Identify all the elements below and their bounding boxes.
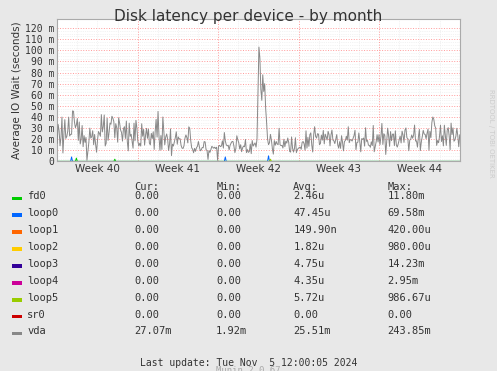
Text: 25.51m: 25.51m bbox=[293, 326, 331, 336]
Text: vda: vda bbox=[27, 326, 46, 336]
Text: 1.92m: 1.92m bbox=[216, 326, 248, 336]
Text: 4.35u: 4.35u bbox=[293, 276, 325, 286]
Text: 0.00: 0.00 bbox=[216, 208, 241, 218]
Text: 0.00: 0.00 bbox=[134, 293, 159, 303]
Text: loop3: loop3 bbox=[27, 259, 59, 269]
Text: 0.00: 0.00 bbox=[134, 225, 159, 235]
Text: 0.00: 0.00 bbox=[134, 309, 159, 319]
Y-axis label: Average IO Wait (seconds): Average IO Wait (seconds) bbox=[12, 22, 22, 159]
Text: Cur:: Cur: bbox=[134, 181, 159, 191]
Text: fd0: fd0 bbox=[27, 191, 46, 201]
Text: 980.00u: 980.00u bbox=[388, 242, 431, 252]
Text: 5.72u: 5.72u bbox=[293, 293, 325, 303]
Text: Disk latency per device - by month: Disk latency per device - by month bbox=[114, 9, 383, 24]
Text: 47.45u: 47.45u bbox=[293, 208, 331, 218]
Text: 69.58m: 69.58m bbox=[388, 208, 425, 218]
Text: 27.07m: 27.07m bbox=[134, 326, 171, 336]
Text: 0.00: 0.00 bbox=[216, 242, 241, 252]
Text: 0.00: 0.00 bbox=[216, 276, 241, 286]
Text: sr0: sr0 bbox=[27, 309, 46, 319]
Text: 0.00: 0.00 bbox=[134, 259, 159, 269]
Text: loop4: loop4 bbox=[27, 276, 59, 286]
Text: 0.00: 0.00 bbox=[293, 309, 318, 319]
Text: 1.82u: 1.82u bbox=[293, 242, 325, 252]
Text: 11.80m: 11.80m bbox=[388, 191, 425, 201]
Text: RRDTOOL / TOBI OETIKER: RRDTOOL / TOBI OETIKER bbox=[488, 89, 494, 178]
Text: Last update: Tue Nov  5 12:00:05 2024: Last update: Tue Nov 5 12:00:05 2024 bbox=[140, 358, 357, 368]
Text: 0.00: 0.00 bbox=[216, 293, 241, 303]
Text: loop2: loop2 bbox=[27, 242, 59, 252]
Text: 0.00: 0.00 bbox=[134, 208, 159, 218]
Bar bbox=[12, 230, 22, 234]
Text: loop0: loop0 bbox=[27, 208, 59, 218]
Text: 0.00: 0.00 bbox=[216, 191, 241, 201]
Bar bbox=[12, 213, 22, 217]
Text: 0.00: 0.00 bbox=[134, 242, 159, 252]
Text: 420.00u: 420.00u bbox=[388, 225, 431, 235]
Text: 0.00: 0.00 bbox=[388, 309, 413, 319]
Text: 0.00: 0.00 bbox=[216, 259, 241, 269]
Text: 14.23m: 14.23m bbox=[388, 259, 425, 269]
Text: Avg:: Avg: bbox=[293, 181, 318, 191]
Bar bbox=[12, 264, 22, 268]
Text: 986.67u: 986.67u bbox=[388, 293, 431, 303]
Bar bbox=[12, 197, 22, 200]
Text: Munin 2.0.67: Munin 2.0.67 bbox=[216, 366, 281, 371]
Text: 0.00: 0.00 bbox=[134, 276, 159, 286]
Bar bbox=[12, 315, 22, 318]
Bar bbox=[12, 281, 22, 285]
Text: 2.46u: 2.46u bbox=[293, 191, 325, 201]
Bar bbox=[12, 332, 22, 335]
Bar bbox=[12, 247, 22, 251]
Text: Max:: Max: bbox=[388, 181, 413, 191]
Text: loop1: loop1 bbox=[27, 225, 59, 235]
Text: 243.85m: 243.85m bbox=[388, 326, 431, 336]
Text: 0.00: 0.00 bbox=[216, 225, 241, 235]
Text: 0.00: 0.00 bbox=[216, 309, 241, 319]
Text: Min:: Min: bbox=[216, 181, 241, 191]
Text: 0.00: 0.00 bbox=[134, 191, 159, 201]
Bar bbox=[12, 298, 22, 302]
Text: 4.75u: 4.75u bbox=[293, 259, 325, 269]
Text: 149.90n: 149.90n bbox=[293, 225, 337, 235]
Text: loop5: loop5 bbox=[27, 293, 59, 303]
Text: 2.95m: 2.95m bbox=[388, 276, 419, 286]
